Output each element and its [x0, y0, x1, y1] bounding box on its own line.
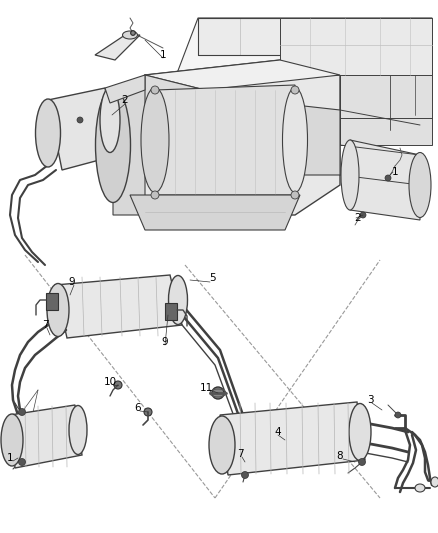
Text: 1: 1: [7, 453, 13, 463]
Text: 7: 7: [42, 320, 48, 330]
Ellipse shape: [141, 87, 169, 192]
Polygon shape: [350, 140, 420, 220]
Polygon shape: [105, 75, 145, 103]
Ellipse shape: [69, 406, 87, 455]
Text: 1: 1: [392, 167, 398, 177]
Polygon shape: [48, 88, 118, 170]
Text: 7: 7: [237, 449, 244, 459]
Ellipse shape: [100, 87, 120, 152]
Text: 3: 3: [367, 395, 373, 405]
Polygon shape: [165, 303, 177, 320]
Ellipse shape: [144, 408, 152, 416]
Polygon shape: [155, 85, 295, 195]
Text: 1: 1: [160, 50, 166, 60]
Polygon shape: [46, 293, 58, 310]
Ellipse shape: [151, 86, 159, 94]
Ellipse shape: [95, 87, 131, 203]
Ellipse shape: [385, 175, 391, 181]
Polygon shape: [95, 35, 140, 60]
Polygon shape: [280, 18, 432, 75]
Ellipse shape: [358, 458, 365, 465]
Text: 2: 2: [122, 95, 128, 105]
Polygon shape: [198, 18, 432, 55]
Polygon shape: [145, 60, 340, 90]
Polygon shape: [220, 402, 365, 475]
Text: 9: 9: [69, 277, 75, 287]
Polygon shape: [160, 18, 432, 145]
Ellipse shape: [47, 284, 69, 336]
Ellipse shape: [1, 414, 23, 466]
Ellipse shape: [114, 381, 122, 389]
Ellipse shape: [431, 477, 438, 487]
Polygon shape: [130, 195, 300, 230]
Text: 10: 10: [103, 377, 117, 387]
Ellipse shape: [349, 403, 371, 461]
Polygon shape: [295, 105, 340, 175]
Ellipse shape: [18, 408, 25, 416]
Polygon shape: [115, 60, 340, 215]
Ellipse shape: [18, 458, 25, 465]
Ellipse shape: [291, 191, 299, 199]
Polygon shape: [340, 18, 432, 145]
Ellipse shape: [291, 86, 299, 94]
Ellipse shape: [212, 387, 224, 399]
Text: 8: 8: [337, 451, 343, 461]
Text: 4: 4: [275, 427, 281, 437]
Ellipse shape: [415, 484, 425, 492]
Ellipse shape: [395, 412, 401, 418]
Ellipse shape: [341, 140, 359, 210]
Polygon shape: [115, 75, 205, 130]
Polygon shape: [113, 75, 145, 215]
Ellipse shape: [241, 472, 248, 479]
Ellipse shape: [77, 117, 83, 123]
Ellipse shape: [169, 276, 187, 325]
Text: 5: 5: [208, 273, 215, 283]
Polygon shape: [55, 275, 182, 338]
Ellipse shape: [35, 99, 60, 167]
Ellipse shape: [132, 32, 134, 34]
Ellipse shape: [209, 416, 235, 474]
Text: 11: 11: [199, 383, 212, 393]
Text: 2: 2: [355, 213, 361, 223]
Text: 6: 6: [135, 403, 141, 413]
Ellipse shape: [283, 87, 307, 192]
Ellipse shape: [360, 212, 366, 218]
Ellipse shape: [123, 31, 138, 39]
Text: 9: 9: [162, 337, 168, 347]
Ellipse shape: [131, 30, 135, 36]
Ellipse shape: [151, 191, 159, 199]
Polygon shape: [10, 405, 82, 468]
Ellipse shape: [409, 152, 431, 217]
